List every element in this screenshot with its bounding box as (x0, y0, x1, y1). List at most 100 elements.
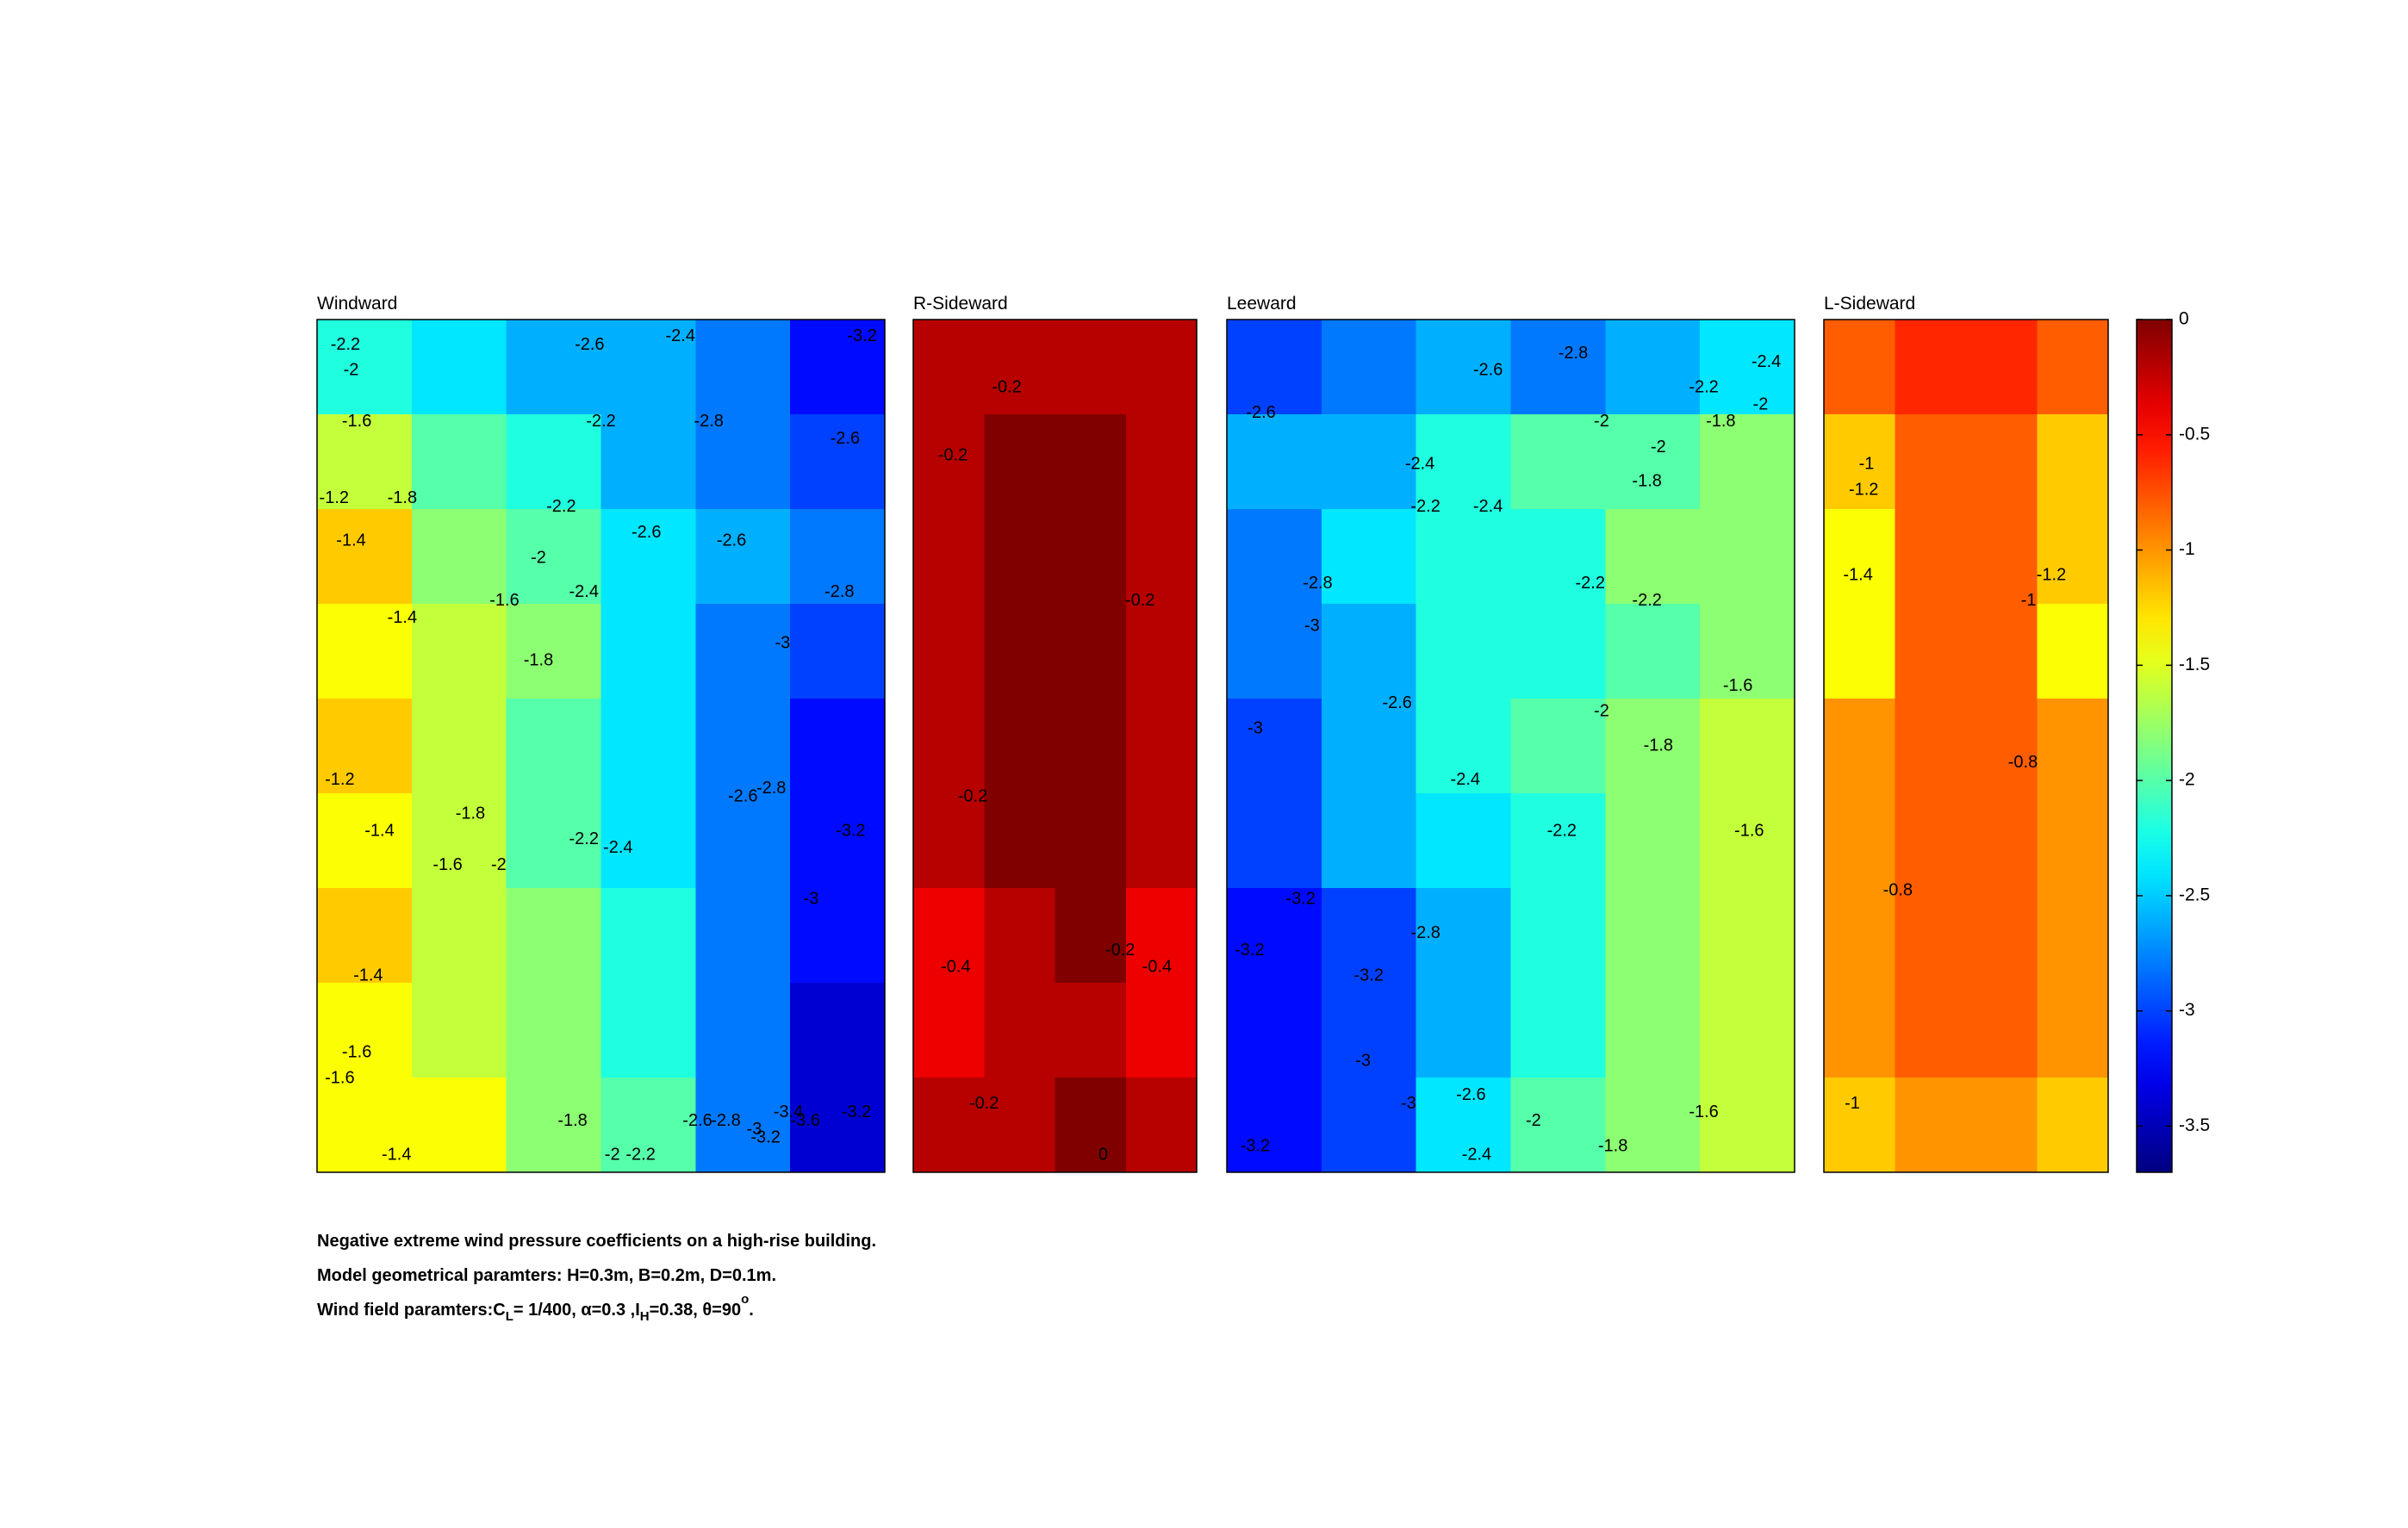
contour-cell (600, 699, 696, 794)
contour-label: -3.2 (1285, 889, 1315, 908)
contour-label: -1.4 (382, 1145, 411, 1164)
contour-plot (1227, 320, 1795, 1173)
panel-frame (316, 319, 886, 1173)
contour-label: -0.8 (1883, 881, 1913, 900)
contour-label: -0.4 (941, 958, 970, 977)
contour-cell (506, 699, 602, 794)
contour-label: -2 (1526, 1111, 1541, 1130)
contour-label: -2.2 (546, 497, 576, 516)
contour-cell (2037, 888, 2109, 984)
contour-label: -1.6 (1723, 676, 1752, 695)
contour-cell (984, 320, 1056, 415)
contour-cell (1055, 793, 1127, 889)
contour-label: -2.2 (331, 335, 360, 354)
contour-label: -1.6 (489, 591, 519, 610)
contour-cell (411, 1078, 507, 1173)
contour-cell (913, 320, 985, 415)
caption-part: H (640, 1309, 650, 1324)
contour-cell (506, 1078, 602, 1173)
contour-cell (411, 983, 507, 1078)
contour-cell (984, 509, 1056, 605)
contour-cell (1966, 1078, 2038, 1173)
contour-cell (1895, 1078, 1967, 1173)
contour-cell (600, 793, 696, 889)
contour-label: -1.4 (1843, 565, 1872, 584)
contour-label: -2.8 (756, 779, 786, 798)
contour-cell (1700, 888, 1795, 984)
contour-plot (1824, 320, 2109, 1173)
contour-label: -2.8 (711, 1111, 740, 1130)
contour-cell (695, 414, 791, 510)
contour-cell (1510, 414, 1606, 510)
contour-cell (1055, 509, 1127, 605)
contour-cell (1416, 1078, 1512, 1173)
contour-cell (1321, 320, 1417, 415)
contour-cell (1510, 604, 1606, 699)
contour-label: -2.6 (1473, 361, 1503, 380)
contour-cell (984, 1078, 1056, 1173)
contour-label: -0.2 (969, 1094, 999, 1113)
contour-cell (913, 509, 985, 605)
contour-cell (1055, 604, 1127, 699)
contour-label: -1.2 (2037, 565, 2066, 584)
contour-cell (1227, 509, 1322, 605)
contour-cell (506, 414, 602, 510)
contour-cell (790, 509, 886, 605)
contour-cell (1895, 888, 1967, 984)
contour-cell (790, 793, 886, 889)
contour-cell (506, 604, 602, 699)
contour-cell (1966, 699, 2038, 794)
contour-cell (1966, 320, 2038, 415)
contour-cell (1605, 888, 1701, 984)
contour-cell (790, 320, 886, 415)
contour-label: -3 (1248, 718, 1263, 737)
contour-cell (2037, 604, 2109, 699)
contour-cell (1824, 699, 1896, 794)
colorbar-tick-label: -3 (2179, 1000, 2195, 1020)
contour-cell (1966, 414, 2038, 510)
contour-label: -1.2 (325, 770, 354, 789)
contour-cell (984, 604, 1056, 699)
contour-label: -1.8 (1598, 1137, 1627, 1156)
contour-cell (695, 793, 791, 889)
contour-label: -3 (775, 633, 790, 652)
panel-title: L-Sideward (1824, 294, 1915, 314)
contour-cell (1321, 604, 1417, 699)
contour-cell (1227, 1078, 1322, 1173)
contour-cell (600, 509, 696, 605)
caption-part: =0.38, θ=90 (650, 1301, 741, 1320)
contour-label: -2.6 (575, 335, 604, 354)
contour-cell (984, 983, 1056, 1078)
contour-cell (984, 414, 1056, 510)
contour-label: -2 (491, 855, 507, 874)
contour-cell (506, 888, 602, 984)
contour-cell (984, 699, 1056, 794)
contour-cell (1416, 414, 1512, 510)
contour-cell (1416, 604, 1512, 699)
contour-cell (1227, 983, 1322, 1078)
contour-cell (1895, 983, 1967, 1078)
contour-label: -3 (1304, 617, 1320, 636)
contour-cell (1700, 699, 1795, 794)
contour-cell (2037, 793, 2109, 889)
contour-cell (1700, 414, 1795, 510)
contour-cell (695, 983, 791, 1078)
contour-label: -1.4 (364, 821, 394, 840)
contour-cell (1895, 604, 1967, 699)
caption-line: Negative extreme wind pressure coefficie… (317, 1232, 876, 1251)
contour-label: -1.6 (342, 1043, 371, 1062)
caption-part: L (506, 1309, 513, 1324)
contour-cell (600, 1078, 696, 1173)
contour-cell (790, 888, 886, 984)
contour-cell (1321, 888, 1417, 984)
contour-cell (1510, 699, 1606, 794)
contour-cell (913, 699, 985, 794)
contour-label: -3 (1355, 1052, 1371, 1071)
contour-label: -2.8 (1559, 344, 1588, 363)
contour-cell (1510, 509, 1606, 605)
contour-cell (506, 320, 602, 415)
contour-cell (1510, 793, 1606, 889)
contour-cell (913, 793, 985, 889)
contour-cell (1605, 509, 1701, 605)
